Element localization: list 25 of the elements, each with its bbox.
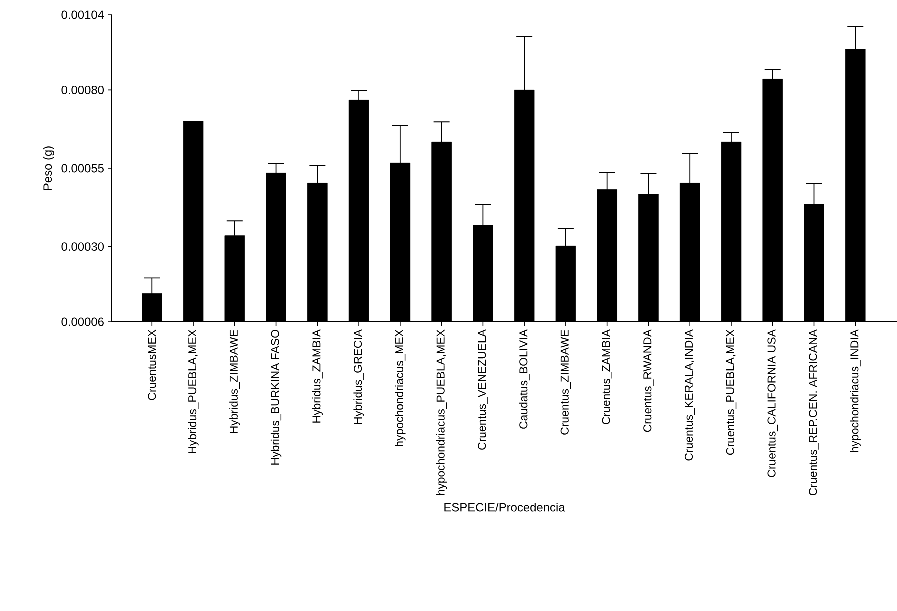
x-tick-label: Cruentus_CALIFORNIA USA <box>768 330 778 478</box>
y-tick-label: 0.00080 <box>62 86 104 94</box>
x-tick-label: hypochondriacus_PUEBLA,MEX <box>436 330 448 495</box>
x-tick-label: Hybridus_GRECIA <box>354 330 364 424</box>
x-tick-label: hypochondriacus_MEX <box>395 330 406 447</box>
x-tick-label: Cruentus_VENEZUELA <box>478 330 488 450</box>
x-tick-label: Hybridus_ZIMBAWE <box>230 330 240 434</box>
y-tick-label: 0.00006 <box>62 318 104 326</box>
x-tick-label: Cruentus_REP.CEN. AFRICANA <box>809 330 820 496</box>
x-tick-label: Hybridus_ZAMBIA <box>312 330 324 423</box>
x-tick-label: Hybridus_BURKINA FASO <box>270 330 282 465</box>
x-tick-label: Cruentus_ZAMBIA <box>602 330 612 424</box>
y-axis-title: Peso (g) <box>43 146 54 190</box>
x-tick-label: Hybridus_PUEBLA,MEX <box>188 330 199 454</box>
y-tick-label: 0.00104 <box>62 10 104 20</box>
y-tick-label: 0.00055 <box>62 164 104 173</box>
x-tick-label: CruentusMEX <box>148 330 156 400</box>
x-axis-title: ESPECIE/Procedencia <box>444 502 566 512</box>
x-tick-label: Cruentus_KERALA,INDIA <box>684 330 696 461</box>
y-tick-label: 0.00030 <box>62 242 104 252</box>
x-tick-label: Cruentus_ZIMBAWE <box>560 330 572 435</box>
x-tick-label: hypochondriacus_INDIA <box>850 330 861 452</box>
x-tick-label: Caudatus_BOLIVIA <box>519 330 530 429</box>
x-tick-label: Cruentus_PUEBLA,MEX <box>726 330 737 456</box>
x-tick-label: Cruentus_RWANDA <box>644 330 654 432</box>
